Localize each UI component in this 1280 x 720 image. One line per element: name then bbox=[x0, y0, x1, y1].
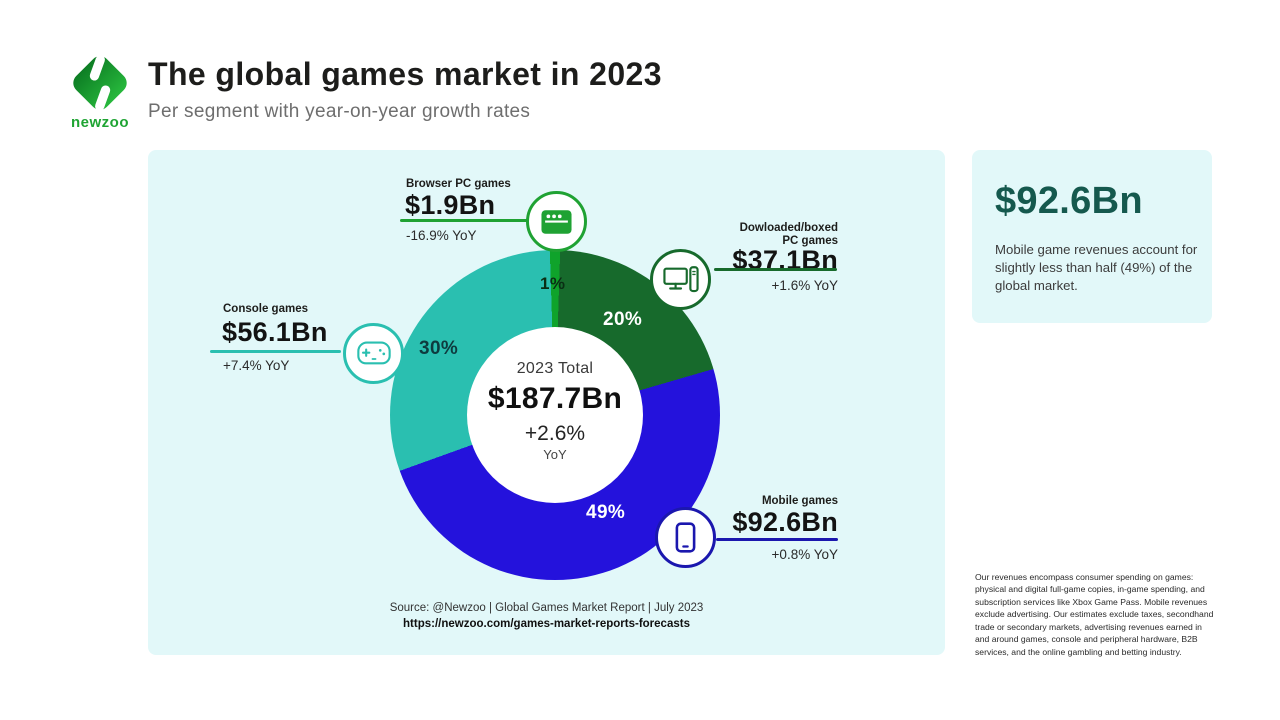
share-label-browser-pc: 1% bbox=[540, 274, 566, 293]
chart-panel: 1% 20% 49% 30% 2023 Total $187.7Bn +2.6%… bbox=[148, 150, 945, 655]
page-title: The global games market in 2023 bbox=[148, 56, 662, 92]
callout-mobile-label: Mobile games bbox=[761, 495, 838, 507]
callout-mobile-value: $92.6Bn bbox=[732, 507, 838, 537]
highlight-panel: $92.6Bn Mobile game revenues account for… bbox=[972, 150, 1212, 323]
browser-window-icon bbox=[541, 209, 572, 234]
share-label-mobile: 49% bbox=[586, 502, 626, 523]
callout-console-value: $56.1Bn bbox=[222, 317, 328, 347]
share-label-downloaded-pc: 20% bbox=[603, 309, 643, 330]
callout-downloaded-label: Dowloaded/boxed PC games bbox=[688, 222, 838, 248]
callout-browser-connector bbox=[400, 219, 528, 222]
callout-console-yoy: +7.4% YoY bbox=[223, 358, 290, 373]
highlight-text: Mobile game revenues account for slightl… bbox=[995, 242, 1198, 294]
share-label-console: 30% bbox=[419, 338, 459, 359]
source-url[interactable]: https://newzoo.com/games-market-reports-… bbox=[403, 618, 690, 630]
callout-downloaded-yoy: +1.6% YoY bbox=[771, 278, 838, 293]
callout-console-connector bbox=[210, 350, 341, 353]
highlight-value: $92.6Bn bbox=[995, 180, 1143, 222]
total-label: 2023 Total bbox=[516, 360, 594, 377]
callout-browser-value: $1.9Bn bbox=[405, 190, 496, 220]
callout-browser-yoy: -16.9% YoY bbox=[406, 228, 477, 243]
callout-mobile-yoy: +0.8% YoY bbox=[771, 547, 838, 562]
callout-downloaded-label-line2: PC games bbox=[782, 235, 838, 248]
callout-mobile-connector bbox=[716, 538, 838, 541]
callout-downloaded-label-line1: Dowloaded/boxed bbox=[739, 222, 838, 234]
donut-chart: 1% 20% 49% 30% 2023 Total $187.7Bn +2.6%… bbox=[390, 250, 720, 580]
smartphone-icon bbox=[675, 522, 696, 553]
callout-console-label: Console games bbox=[223, 303, 308, 315]
gamepad-icon-badge bbox=[343, 323, 404, 384]
total-yoy-unit: YoY bbox=[543, 447, 567, 462]
total-value: $187.7Bn bbox=[487, 382, 623, 415]
callout-browser-label: Browser PC games bbox=[406, 178, 511, 190]
gamepad-icon bbox=[356, 341, 391, 365]
newzoo-logo: newzoo bbox=[60, 50, 140, 131]
desktop-pc-icon-badge bbox=[650, 249, 711, 310]
newzoo-diamond-icon bbox=[73, 55, 127, 111]
donut-center: 2023 Total $187.7Bn +2.6% YoY bbox=[467, 327, 643, 503]
page-subtitle: Per segment with year-on-year growth rat… bbox=[148, 101, 531, 122]
browser-icon-badge bbox=[526, 191, 587, 252]
desktop-pc-icon bbox=[662, 266, 699, 293]
source-line: Source: @Newzoo | Global Games Market Re… bbox=[389, 602, 704, 614]
brand-wordmark: newzoo bbox=[71, 114, 129, 131]
methodology-disclaimer: Our revenues encompass consumer spending… bbox=[975, 572, 1214, 657]
smartphone-icon-badge bbox=[655, 507, 716, 568]
callout-downloaded-connector bbox=[714, 268, 837, 271]
total-yoy: +2.6% bbox=[524, 422, 586, 445]
